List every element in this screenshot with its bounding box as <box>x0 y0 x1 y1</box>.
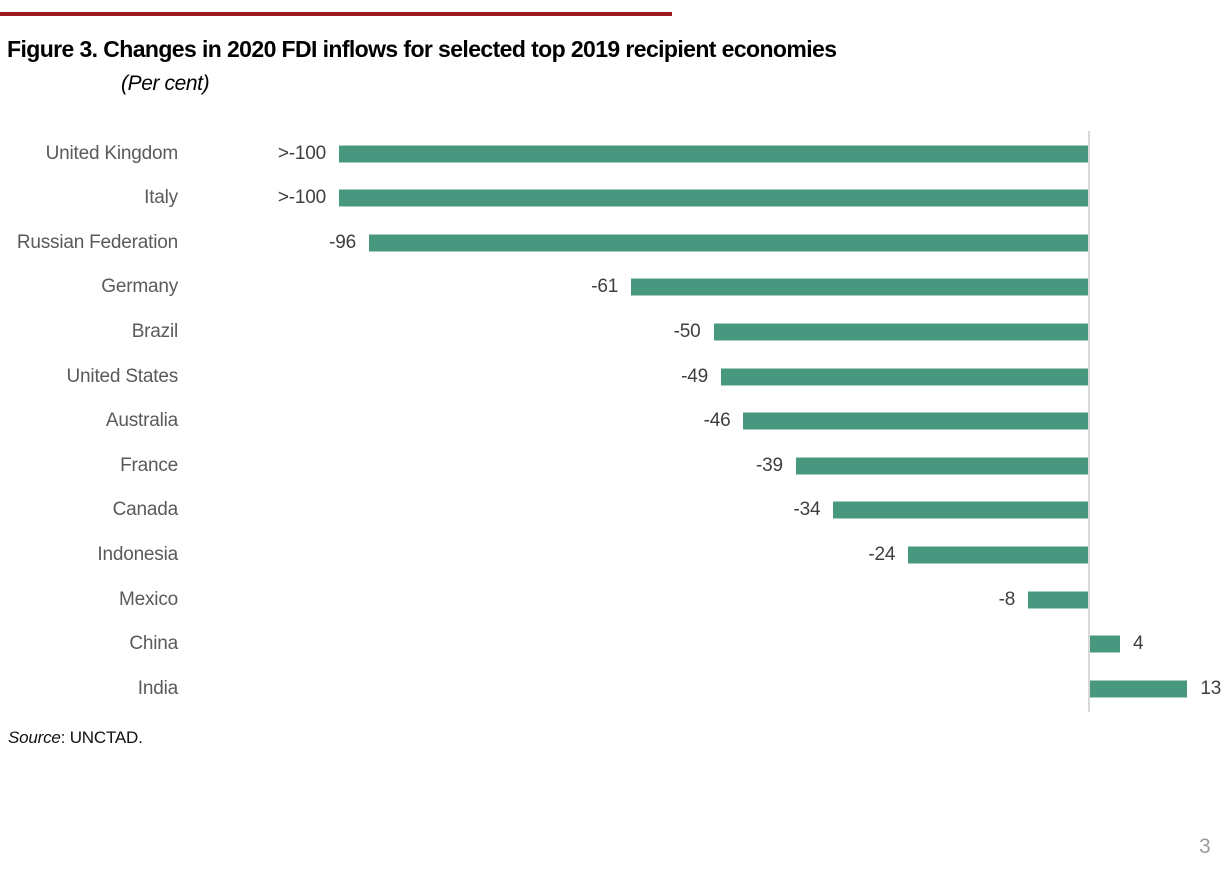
bar <box>833 501 1088 519</box>
bar <box>713 323 1088 341</box>
figure-title: Figure 3. Changes in 2020 FDI inflows fo… <box>7 36 837 62</box>
bar <box>368 234 1088 252</box>
value-label: >-100 <box>277 142 326 164</box>
category-label: Russian Federation <box>16 231 178 253</box>
value-label: 13 <box>1200 677 1222 699</box>
bar <box>720 368 1088 386</box>
category-label: Germany <box>101 276 178 298</box>
value-label: -39 <box>756 454 783 476</box>
category-label: United Kingdom <box>45 142 179 164</box>
category-label: Brazil <box>131 320 179 342</box>
category-label: France <box>120 454 178 476</box>
value-label: >-100 <box>277 187 326 209</box>
zero-axis-line <box>1088 131 1090 712</box>
bar <box>1090 635 1120 653</box>
figure-subtitle: (Per cent) <box>121 72 210 95</box>
category-label: Italy <box>144 187 178 209</box>
category-label: China <box>129 633 178 655</box>
value-label: -46 <box>703 410 731 432</box>
bar <box>743 412 1088 430</box>
value-label: -8 <box>998 588 1016 610</box>
source-label: Source <box>8 728 61 747</box>
value-label: -34 <box>793 499 821 521</box>
value-label: -49 <box>681 365 708 387</box>
bar <box>1090 680 1188 698</box>
value-label: -50 <box>673 320 701 342</box>
bar <box>908 546 1088 564</box>
category-label: Indonesia <box>97 544 178 566</box>
value-label: -24 <box>868 544 896 566</box>
category-label: Australia <box>105 410 178 432</box>
bar <box>795 457 1088 475</box>
category-label: Canada <box>112 499 179 521</box>
value-label: -96 <box>329 231 356 253</box>
bar <box>339 145 1088 162</box>
bar <box>631 278 1088 296</box>
source-note: Source: UNCTAD. <box>8 728 143 748</box>
value-label: -61 <box>591 276 619 298</box>
page-number: 3 <box>1199 835 1211 858</box>
category-label: Mexico <box>119 588 178 610</box>
source-text: : UNCTAD. <box>60 728 143 747</box>
category-label: India <box>137 677 178 699</box>
value-label: 4 <box>1132 633 1144 655</box>
fdi-bar-chart: United Kingdom >-100 Italy >-100 Russian Fed… <box>0 131 1232 713</box>
page-top-accent-rule <box>0 12 672 16</box>
bar <box>339 189 1088 207</box>
category-label: United States <box>66 365 179 387</box>
bar <box>1028 591 1088 609</box>
